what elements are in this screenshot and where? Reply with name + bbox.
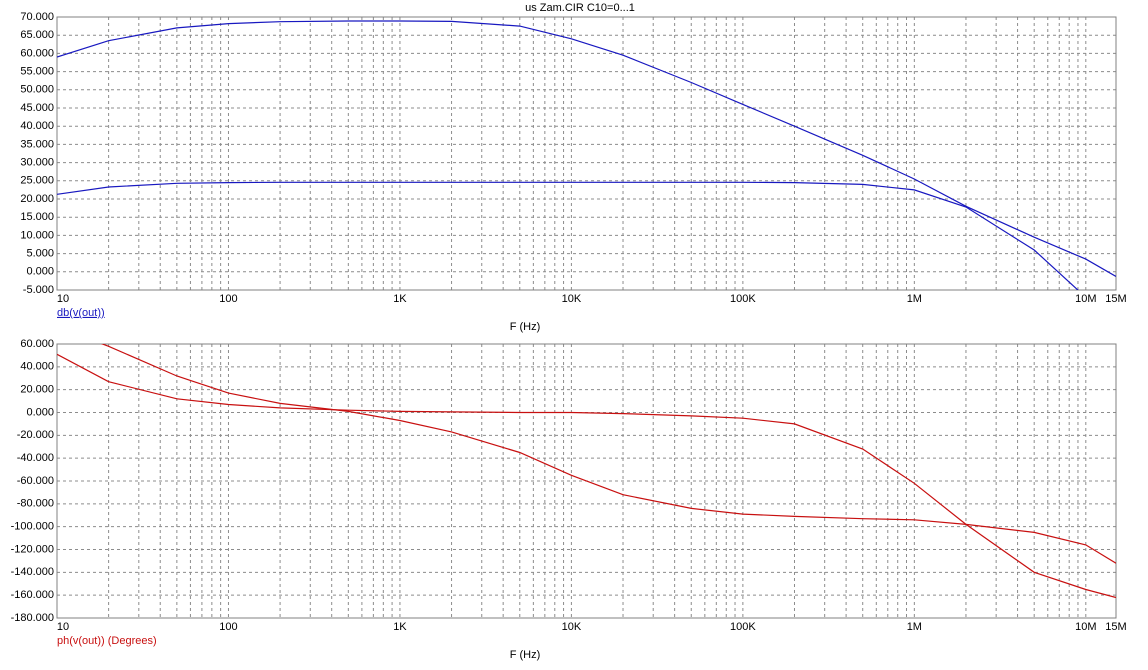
x-tick-label: 10K — [562, 621, 582, 633]
y-tick-label: -5.000 — [23, 284, 54, 296]
y-tick-label: 60.000 — [20, 338, 54, 350]
y-axis-label: ph(v(out)) (Degrees) — [57, 635, 157, 647]
y-tick-label: 35.000 — [20, 138, 54, 150]
y-tick-label: -100.000 — [11, 521, 54, 533]
x-axis-label: F (Hz) — [510, 649, 541, 661]
y-tick-label: 0.000 — [26, 266, 54, 278]
y-tick-label: -140.000 — [11, 566, 54, 578]
x-tick-label: 100K — [730, 293, 756, 305]
y-tick-label: -20.000 — [17, 429, 54, 441]
x-tick-label: 100 — [219, 621, 237, 633]
y-tick-label: 50.000 — [20, 84, 54, 96]
x-tick-label: 15M — [1105, 621, 1126, 633]
y-tick-label: 45.000 — [20, 102, 54, 114]
x-tick-label: 1M — [907, 293, 922, 305]
series-line — [57, 353, 1116, 599]
y-tick-label: -180.000 — [11, 612, 54, 624]
y-tick-label: 60.000 — [20, 47, 54, 59]
y-tick-label: 20.000 — [20, 384, 54, 396]
y-tick-label: 0.000 — [26, 406, 54, 418]
y-tick-label: 20.000 — [20, 193, 54, 205]
y-tick-label: 40.000 — [20, 120, 54, 132]
y-tick-label: 15.000 — [20, 211, 54, 223]
series-line — [57, 20, 1116, 278]
x-tick-label: 100K — [730, 621, 756, 633]
x-tick-label: 10 — [57, 621, 69, 633]
y-axis-label: db(v(out)) — [57, 307, 105, 319]
x-tick-label: 100 — [219, 293, 237, 305]
y-tick-label: -120.000 — [11, 543, 54, 555]
x-tick-label: 10 — [57, 293, 69, 305]
series-group — [57, 344, 1116, 599]
x-tick-label: 15M — [1105, 293, 1126, 305]
x-tick-label: 10K — [562, 293, 582, 305]
x-axis-label: F (Hz) — [510, 321, 541, 333]
y-tick-label: 65.000 — [20, 29, 54, 41]
y-tick-label: 70.000 — [20, 11, 54, 23]
x-tick-label: 1M — [907, 621, 922, 633]
series-line — [100, 344, 1116, 564]
y-tick-label: -40.000 — [17, 452, 54, 464]
y-tick-label: 10.000 — [20, 229, 54, 241]
x-tick-label: 10M — [1075, 293, 1096, 305]
y-tick-label: -60.000 — [17, 475, 54, 487]
plot-frame — [56, 16, 1117, 291]
y-tick-label: 55.000 — [20, 66, 54, 78]
y-tick-label: 40.000 — [20, 361, 54, 373]
chart-title: us Zam.CIR C10=0...1 — [525, 2, 635, 14]
y-tick-label: -80.000 — [17, 498, 54, 510]
series-group — [57, 20, 1116, 290]
x-tick-label: 1K — [393, 621, 407, 633]
series-line — [57, 181, 1079, 290]
y-tick-label: 30.000 — [20, 157, 54, 169]
y-tick-label: 25.000 — [20, 175, 54, 187]
y-tick-label: -160.000 — [11, 589, 54, 601]
x-tick-label: 10M — [1075, 621, 1096, 633]
x-tick-label: 1K — [393, 293, 407, 305]
plot-frame — [56, 343, 1117, 619]
y-tick-label: 5.000 — [26, 248, 54, 260]
